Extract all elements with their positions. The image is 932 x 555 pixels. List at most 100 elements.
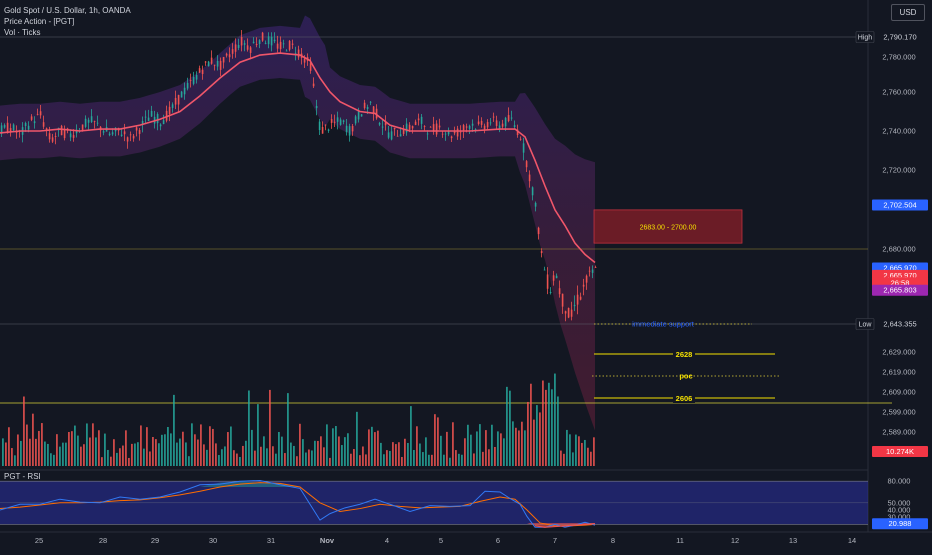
- price-tick-label: 2,619.000: [882, 368, 915, 377]
- volume-bar: [74, 425, 76, 466]
- time-tick-label: 12: [731, 536, 739, 545]
- candle-body: [231, 49, 234, 54]
- candle-body: [141, 121, 144, 126]
- volume-bar: [509, 390, 511, 466]
- level-label: 2606: [676, 394, 693, 403]
- volume-bar: [506, 386, 508, 466]
- volume-bar: [152, 436, 154, 466]
- candle-body: [228, 54, 231, 58]
- candle-body: [39, 111, 42, 116]
- volume-bar: [581, 442, 583, 466]
- volume-bar: [236, 453, 238, 466]
- candle-body: [357, 111, 360, 120]
- candle-body: [249, 47, 252, 53]
- time-tick-label: 8: [611, 536, 615, 545]
- price-badge-label: 2,665.970: [883, 264, 916, 273]
- rsi-value-label: 20.988: [889, 519, 912, 528]
- volume-bar: [263, 436, 265, 466]
- candle-body: [447, 130, 450, 135]
- candle-body: [546, 274, 549, 289]
- volume-bar: [515, 427, 517, 466]
- volume-bar: [536, 405, 538, 466]
- volume-bar: [527, 401, 529, 466]
- candle-body: [234, 44, 237, 52]
- indicator-price-action[interactable]: Price Action - [PGT]: [4, 17, 75, 26]
- candle-body: [183, 87, 186, 95]
- candle-body: [270, 36, 273, 46]
- volume-bar: [293, 445, 295, 466]
- volume-bar: [89, 437, 91, 466]
- volume-bar: [530, 383, 532, 466]
- volume-bar: [335, 426, 337, 466]
- candle-body: [486, 122, 489, 128]
- volume-bar: [245, 440, 247, 466]
- time-tick-label: 25: [35, 536, 43, 545]
- candle-body: [324, 124, 327, 126]
- candle-body: [12, 124, 15, 131]
- volume-bar: [254, 450, 256, 466]
- candle-body: [483, 125, 486, 130]
- candle-body: [330, 119, 333, 123]
- candle-body: [342, 120, 345, 122]
- candle-body: [399, 134, 402, 137]
- candle-body: [240, 37, 243, 46]
- candle-body: [528, 174, 531, 182]
- rsi-layer: [0, 479, 868, 528]
- volume-bar: [569, 434, 571, 466]
- candle-body: [84, 118, 87, 127]
- label-layer: 2,790.170 High 2,702.504 2,665.9702,665.970…: [855, 31, 928, 530]
- volume-bar: [137, 442, 139, 466]
- candle-body: [279, 41, 282, 50]
- candle-body: [72, 135, 75, 138]
- volume-bar: [428, 454, 430, 466]
- time-tick-label: 13: [789, 536, 797, 545]
- volume-bar: [350, 453, 352, 466]
- currency-button[interactable]: USD: [891, 4, 925, 21]
- candle-body: [171, 104, 174, 108]
- volume-bar: [419, 443, 421, 466]
- level-label-bg: [673, 393, 695, 403]
- volume-bar: [422, 452, 424, 466]
- symbol-title[interactable]: Gold Spot / U.S. Dollar, 1h, OANDA: [4, 6, 131, 15]
- candle-body: [423, 126, 426, 127]
- volume-bar: [323, 447, 325, 466]
- volume-bar: [359, 455, 361, 466]
- volume-bar: [554, 373, 556, 466]
- rsi-panel-title[interactable]: PGT - RSI: [4, 472, 41, 481]
- candle-body: [135, 127, 138, 131]
- volume-bar: [167, 426, 169, 466]
- candle-body: [267, 36, 270, 45]
- candle-body: [432, 124, 435, 132]
- volume-bar: [473, 453, 475, 466]
- volume-bar: [248, 390, 250, 466]
- rsi-tick-label: 40.000: [888, 506, 911, 515]
- candle-body: [45, 128, 48, 131]
- candle-body: [315, 105, 318, 109]
- candle-body: [585, 275, 588, 283]
- volume-bar: [29, 438, 31, 466]
- volume-bar: [203, 444, 205, 466]
- rsi-tick-label: 50.000: [888, 498, 911, 507]
- candle-body: [3, 125, 6, 128]
- volume-bar: [146, 427, 148, 466]
- candle-body: [48, 133, 51, 140]
- price-tick-label: 2,680.000: [882, 245, 915, 254]
- volume-bar: [365, 454, 367, 466]
- volume-bar: [77, 435, 79, 466]
- candle-body: [480, 120, 483, 125]
- candle-body: [93, 121, 96, 122]
- zone-box: [593, 209, 743, 244]
- candle-body: [309, 62, 312, 71]
- candle-body: [168, 106, 171, 115]
- rsi-overbought-fill: [195, 481, 305, 487]
- volume-bar: [158, 443, 160, 466]
- volume-bar: [68, 431, 70, 466]
- candle-body: [111, 132, 114, 135]
- indicator-volume[interactable]: Vol · Ticks: [4, 28, 41, 37]
- volume-bar: [269, 389, 271, 466]
- candle-body: [282, 43, 285, 45]
- volume-bar: [353, 449, 355, 466]
- candle-body: [462, 125, 465, 131]
- chart-legend: Gold Spot / U.S. Dollar, 1h, OANDA Price…: [4, 5, 131, 38]
